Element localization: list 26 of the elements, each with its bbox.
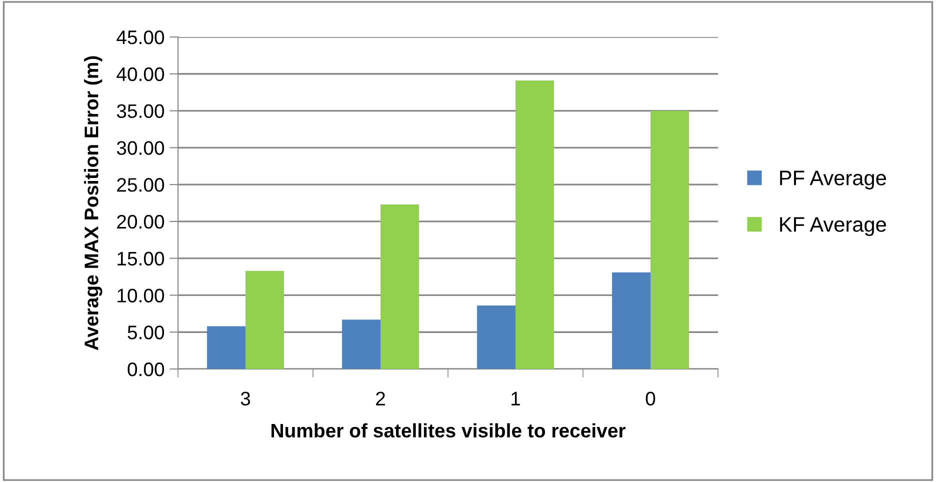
x-tick-label: 0 xyxy=(646,392,656,406)
x-tick-label: 1 xyxy=(512,392,520,406)
bar xyxy=(516,80,554,369)
bar xyxy=(612,272,650,369)
x-tick-label: 2 xyxy=(376,392,385,406)
bar xyxy=(380,204,419,369)
legend-label: KF Average xyxy=(780,217,886,236)
legend-label: PF Average xyxy=(780,170,886,190)
y-tick-label: 40.00 xyxy=(116,67,164,82)
y-tick-label: 25.00 xyxy=(117,178,164,192)
y-tick-label: 15.00 xyxy=(118,252,164,266)
y-axis-title: Average MAX Position Error (m) xyxy=(84,56,102,350)
y-tick-label: 0.00 xyxy=(128,362,164,376)
y-tick-label: 35.00 xyxy=(116,104,164,118)
x-axis-title: Number of satellites visible to receiver xyxy=(272,423,626,438)
y-tick-label: 5.00 xyxy=(128,326,164,340)
bar xyxy=(650,110,689,369)
y-tick-label: 20.00 xyxy=(117,214,164,229)
x-tick-label: 3 xyxy=(240,392,250,406)
bar xyxy=(342,320,380,369)
bar xyxy=(246,270,284,369)
y-tick-label: 10.00 xyxy=(118,288,164,302)
y-tick-label: 45.00 xyxy=(116,30,164,44)
bar xyxy=(477,306,516,369)
y-tick-label: 30.00 xyxy=(116,141,164,155)
bar xyxy=(207,326,246,369)
